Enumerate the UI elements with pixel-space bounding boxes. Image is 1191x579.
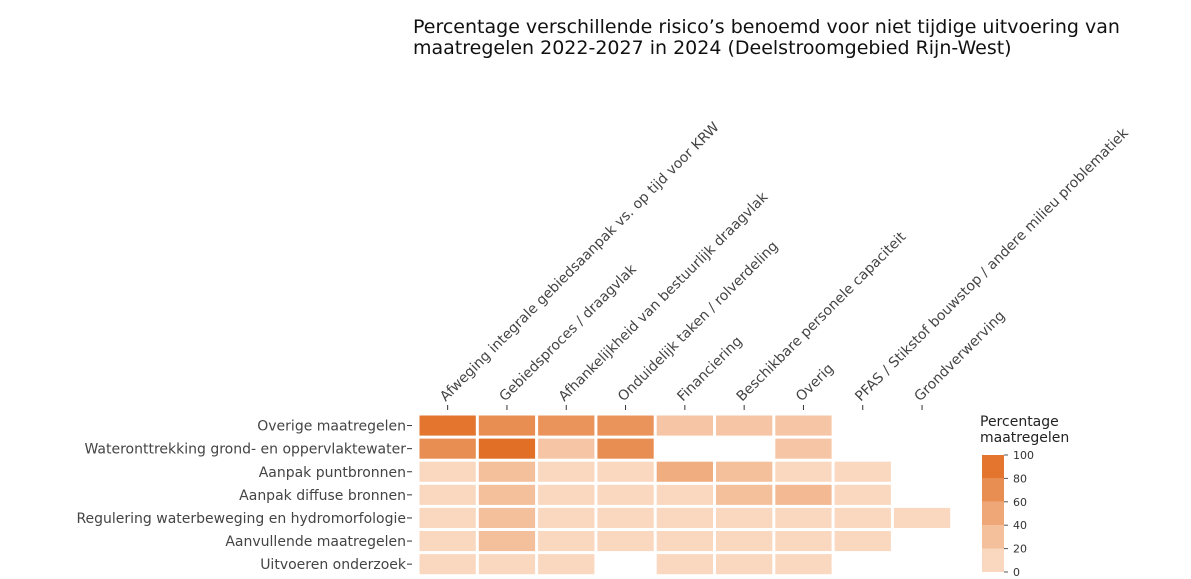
x-tick-label: PFAS / Stikstof bouwstop / andere milieu… <box>852 125 1132 405</box>
cell <box>716 484 773 505</box>
y-tick-label: Aanvullende maatregelen <box>225 534 406 550</box>
cell <box>597 507 654 528</box>
legend-swatch <box>982 525 1004 549</box>
cell <box>834 507 891 528</box>
legend-tick-label: 80 <box>1013 472 1027 485</box>
cell <box>775 531 832 552</box>
cell <box>478 415 536 436</box>
cell <box>716 531 773 552</box>
cell <box>716 554 773 575</box>
cell <box>419 554 476 575</box>
cell <box>656 531 713 552</box>
y-tick-label: Overige maatregelen <box>257 419 406 435</box>
y-tick-label: Aanpak puntbronnen <box>259 465 406 481</box>
cell <box>419 461 476 482</box>
cell <box>478 554 536 575</box>
x-tick-label: Afweging integrale gebiedsaanpak vs. op … <box>437 119 723 405</box>
legend-tick-label: 60 <box>1013 496 1027 509</box>
legend-tick-label: 20 <box>1013 543 1027 556</box>
cell <box>834 461 891 482</box>
cell <box>656 415 713 436</box>
cell <box>893 507 951 528</box>
cell <box>478 461 536 482</box>
legend-swatch <box>982 501 1004 526</box>
cell <box>478 531 536 552</box>
cell <box>775 484 832 505</box>
y-tick-label: Aanpak diffuse bronnen <box>239 488 406 504</box>
cell <box>538 415 595 436</box>
cell <box>716 461 773 482</box>
cell <box>419 484 476 505</box>
cell <box>716 415 773 436</box>
cell <box>538 438 595 459</box>
legend-swatch <box>982 455 1004 479</box>
cell <box>656 484 713 505</box>
y-tick-label: Uitvoeren onderzoek <box>260 557 407 573</box>
cell <box>478 507 536 528</box>
legend-tick-label: 0 <box>1013 566 1020 579</box>
legend-tick-label: 100 <box>1013 449 1034 462</box>
cell <box>478 484 536 505</box>
cell <box>656 554 713 575</box>
x-tick-label: Afhankelijkheid van bestuurlijk draagvla… <box>556 189 772 405</box>
y-tick-label: Regulering waterbeweging en hydromorfolo… <box>76 511 406 527</box>
cell <box>656 507 713 528</box>
cell <box>775 461 832 482</box>
cell <box>538 484 595 505</box>
cell <box>597 484 654 505</box>
cell <box>775 438 832 459</box>
cell <box>538 554 595 575</box>
cell <box>775 554 832 575</box>
cell <box>419 531 476 552</box>
legend-tick-label: 40 <box>1013 519 1027 532</box>
cell <box>597 461 654 482</box>
x-tick-label: Overig <box>793 361 837 405</box>
cell <box>419 507 476 528</box>
legend-title: Percentage maatregelen <box>980 414 1070 446</box>
cell <box>538 531 595 552</box>
cell <box>597 531 654 552</box>
cell <box>775 507 832 528</box>
cell <box>538 507 595 528</box>
cell <box>656 461 713 482</box>
y-tick-label: Wateronttrekking grond- en oppervlaktewa… <box>84 442 406 458</box>
cell <box>834 484 891 505</box>
cell <box>834 531 891 552</box>
cell <box>597 415 654 436</box>
cell <box>478 438 536 459</box>
cell <box>419 438 476 459</box>
cell <box>419 415 476 436</box>
chart-title: Percentage verschillende risico’s benoem… <box>413 16 1120 59</box>
cell <box>538 461 595 482</box>
cell <box>597 438 654 459</box>
legend-swatch <box>982 548 1004 572</box>
cell <box>775 415 832 436</box>
legend-swatch <box>982 478 1004 502</box>
cell <box>716 507 773 528</box>
